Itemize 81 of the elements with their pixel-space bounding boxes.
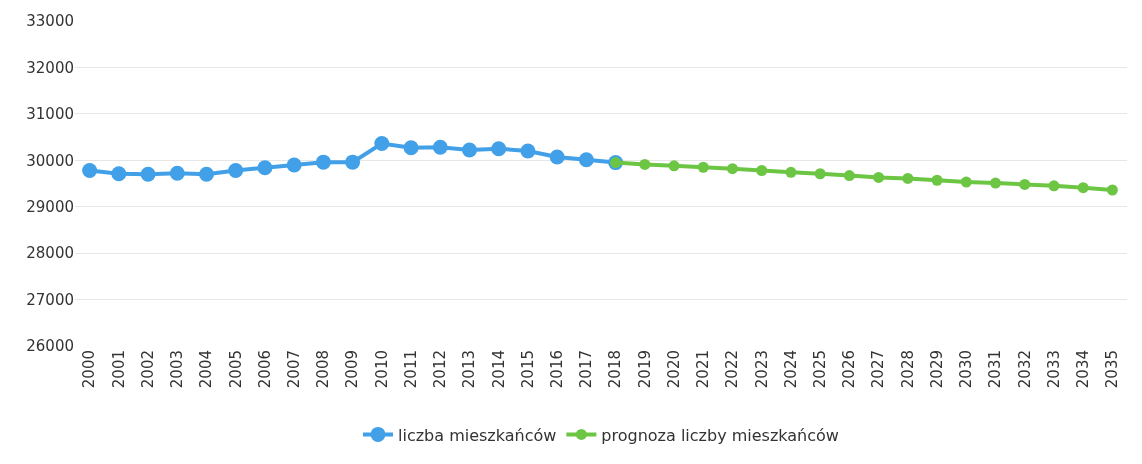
y-tick-label: 30000 (26, 151, 74, 170)
y-tick-label: 31000 (26, 105, 74, 124)
x-tick-label: 2018 (606, 350, 625, 389)
point (873, 171, 885, 183)
point (520, 143, 536, 159)
x-tick-label: 2012 (431, 350, 450, 389)
point (1077, 182, 1089, 194)
x-tick-label: 2015 (518, 350, 537, 389)
x-tick-label: 2011 (401, 350, 420, 389)
x-tick-label: 2033 (1044, 350, 1063, 389)
point (403, 140, 419, 156)
x-tick-label: 2026 (840, 350, 859, 389)
point (199, 166, 214, 182)
point (960, 176, 972, 188)
legend-label: prognoza liczby mieszkańców (601, 425, 839, 445)
x-tick-label: 2020 (664, 350, 683, 389)
x-tick-label: 2016 (548, 350, 567, 389)
x-tick-label: 2017 (577, 350, 596, 389)
x-tick-label: 2027 (869, 350, 888, 389)
point (1048, 180, 1060, 192)
x-tick-label: 2004 (197, 350, 216, 389)
point (1106, 184, 1118, 196)
x-tick-label: 2003 (168, 350, 187, 389)
point (82, 163, 98, 178)
x-tick-label: 2001 (109, 350, 128, 389)
point (578, 152, 594, 168)
x-tick-label: 2000 (80, 350, 99, 389)
x-tick-label: 2035 (1103, 350, 1122, 389)
point (756, 165, 768, 176)
point (785, 166, 797, 178)
y-tick-label: 27000 (26, 290, 74, 309)
point (990, 177, 1001, 189)
point (491, 141, 507, 157)
point (697, 161, 709, 173)
x-tick-label: 2019 (635, 350, 654, 389)
point (639, 158, 651, 170)
y-tick-label: 32000 (26, 58, 74, 77)
y-tick-label: 33000 (26, 12, 74, 31)
point (843, 170, 855, 182)
y-tick-label: 26000 (26, 337, 74, 356)
point (228, 163, 244, 178)
point (286, 157, 302, 173)
x-tick-label: 2023 (752, 350, 771, 389)
point (140, 166, 156, 182)
legend-label: liczba mieszkańców (398, 425, 557, 445)
point (727, 163, 738, 175)
x-tick-label: 2007 (285, 350, 304, 389)
x-tick-label: 2005 (226, 350, 245, 389)
x-tick-label: 2029 (927, 350, 946, 389)
point (931, 174, 943, 186)
point (345, 154, 361, 170)
y-tick-label: 29000 (26, 197, 74, 216)
y-tick-label: 28000 (26, 244, 74, 263)
point (549, 149, 565, 165)
point (1019, 178, 1031, 190)
point (814, 168, 826, 180)
point (111, 166, 127, 182)
point (169, 165, 185, 181)
x-tick-label: 2028 (898, 350, 917, 389)
x-tick-label: 2014 (489, 350, 508, 389)
x-tick-label: 2025 (811, 350, 830, 389)
x-tick-label: 2022 (723, 350, 742, 389)
point (462, 142, 477, 158)
point (668, 160, 680, 172)
x-tick-label: 2010 (372, 350, 391, 389)
x-tick-label: 2032 (1015, 350, 1034, 389)
x-tick-label: 2031 (986, 350, 1005, 389)
x-tick-label: 2024 (781, 350, 800, 389)
point (432, 139, 448, 155)
point (374, 136, 390, 152)
point (315, 154, 331, 170)
point (902, 172, 914, 184)
x-tick-label: 2021 (694, 350, 713, 389)
x-tick-label: 2034 (1074, 350, 1093, 389)
x-tick-label: 2002 (138, 350, 157, 389)
x-tick-label: 2013 (460, 350, 479, 389)
x-tick-label: 2008 (314, 350, 333, 389)
point (257, 160, 273, 176)
x-tick-label: 2006 (255, 350, 274, 389)
x-tick-label: 2009 (343, 350, 362, 389)
x-tick-label: 2030 (957, 350, 976, 389)
